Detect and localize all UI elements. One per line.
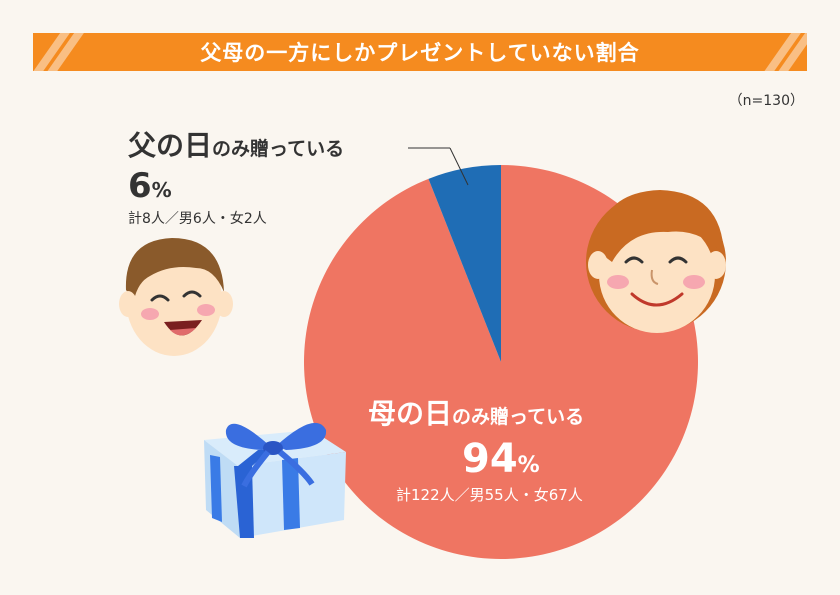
father-label-title: 父の日 bbox=[128, 129, 213, 162]
mother-percent-symbol: % bbox=[517, 453, 540, 478]
mother-label-title: 母の日 bbox=[368, 397, 453, 430]
mother-label-subtitle: のみ贈っている bbox=[452, 406, 585, 428]
father-percent-symbol: % bbox=[151, 178, 172, 202]
sample-size-note: （n=130） bbox=[728, 93, 804, 109]
father-percent: 6 bbox=[128, 166, 152, 206]
callout-line bbox=[449, 147, 469, 186]
mother-label: 母の日のみ贈っている bbox=[368, 392, 584, 432]
mother-percent: 94 bbox=[462, 436, 518, 482]
mother-percent-block: 94% bbox=[462, 436, 540, 482]
pie-slice-father bbox=[428, 165, 501, 362]
mother-detail: 計122人／男55人・女67人 bbox=[396, 486, 583, 504]
father-face-icon bbox=[119, 238, 233, 356]
mother-face-icon bbox=[586, 190, 726, 333]
chart-title: 父母の一方にしかプレゼントしていない割合 bbox=[200, 41, 640, 65]
gift-box-icon bbox=[204, 422, 346, 538]
father-label: 父の日のみ贈っている 6% 計8人／男6人・女2人 bbox=[128, 124, 344, 228]
father-label-subtitle: のみ贈っている bbox=[212, 138, 345, 160]
father-detail: 計8人／男6人・女2人 bbox=[128, 211, 267, 227]
title-banner: 父母の一方にしかプレゼントしていない割合 bbox=[33, 33, 807, 71]
